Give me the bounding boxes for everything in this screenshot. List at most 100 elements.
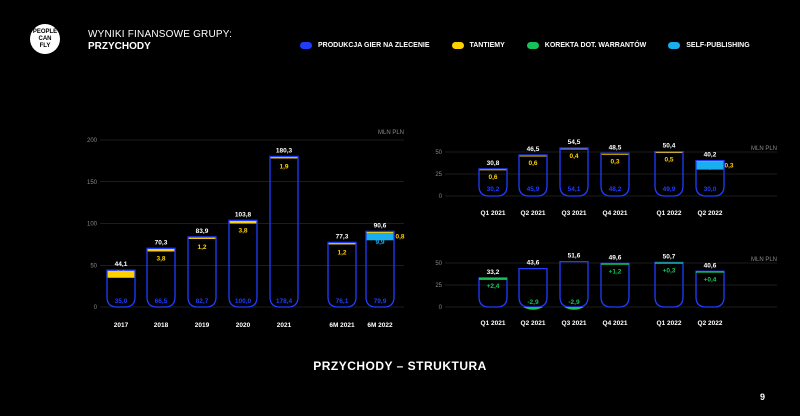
total-label: 103,8: [235, 211, 252, 218]
legend-item-production: PRODUKCJA GIER NA ZLECENIE: [300, 42, 430, 49]
bar-segment-royalties: [560, 148, 588, 150]
bar-revenue: [654, 261, 684, 308]
warrant-correction-label: +0,3: [663, 267, 676, 274]
total-label: 40,6: [704, 262, 717, 269]
bar-segment-royalties: [188, 236, 216, 239]
royalties-label: 0,8: [395, 233, 404, 240]
royalties-label: 0,5: [664, 157, 673, 164]
bar-segment-royalties: [328, 242, 356, 245]
bar-segment-royalties: [229, 220, 257, 224]
bar-segment-production: [559, 147, 589, 197]
bar-segment-warrant-correction: [696, 271, 724, 273]
total-label: 90,6: [374, 222, 387, 229]
unit-label: MLN PLN: [751, 257, 777, 263]
royalties-label: 3,8: [238, 227, 247, 234]
production-label: 48,2: [609, 186, 622, 193]
bar-segment-self-publishing: [366, 232, 394, 241]
header-subtitle: PRZYCHODY: [88, 41, 151, 52]
bar-segment-production: [695, 159, 725, 197]
x-tick-label: 2018: [154, 322, 169, 329]
y-tick-label: 0: [439, 305, 443, 311]
x-tick-label: Q2 2021: [521, 210, 546, 217]
x-tick-label: Q4 2021: [603, 320, 628, 327]
total-label: 83,9: [196, 228, 209, 235]
warrant-correction-label: -2,9: [568, 299, 580, 306]
production-label: 178,4: [276, 298, 293, 305]
legend-swatch: [526, 42, 539, 49]
royalties-label: 0,3: [610, 158, 619, 165]
royalties-label: 3,8: [156, 255, 165, 262]
y-tick-label: 50: [90, 263, 97, 269]
bar-segment-production: [518, 154, 548, 197]
total-label: 70,3: [155, 239, 168, 246]
legend-swatch: [668, 42, 681, 49]
bar-segment-warrant-correction: [564, 307, 584, 310]
bar-segment-royalties: [147, 248, 175, 252]
bar-segment-production: [600, 152, 630, 197]
y-tick-label: 50: [435, 150, 442, 156]
production-label: 66,5: [155, 298, 168, 305]
bar-segment-royalties: [366, 231, 394, 233]
bar-segment-production: [365, 230, 395, 308]
legend-swatch: [451, 42, 464, 49]
x-tick-label: 2020: [236, 322, 251, 329]
royalties-label: 0,6: [488, 174, 497, 181]
legend-label: PRODUKCJA GIER NA ZLECENIE: [318, 42, 430, 49]
warrant-correction-label: +0,4: [704, 276, 717, 283]
total-label: 33,2: [487, 269, 500, 276]
bar-segment-production: [654, 150, 684, 197]
bar-segment-production: [269, 155, 299, 308]
total-label: 50,4: [663, 143, 676, 150]
y-tick-label: 25: [435, 283, 442, 289]
company-logo: PEOPLE CAN FLY: [30, 24, 60, 54]
section-subtitle: PRZYCHODY – STRUKTURA: [313, 359, 487, 373]
production-label: 49,9: [663, 186, 676, 193]
bar-revenue: [600, 262, 630, 308]
unit-label: MLN PLN: [751, 146, 777, 152]
x-tick-label: Q2 2021: [521, 320, 546, 327]
x-tick-label: 6M 2022: [367, 322, 393, 329]
y-tick-label: 50: [435, 261, 442, 267]
total-label: 43,6: [527, 260, 540, 267]
production-label: 79,9: [374, 298, 387, 305]
self-publishing-label: 9,9: [375, 239, 384, 246]
x-tick-label: 2019: [195, 322, 210, 329]
page-number: 9: [760, 392, 766, 402]
bar-segment-royalties: [107, 270, 135, 278]
legend-label: SELF-PUBLISHING: [686, 42, 750, 49]
total-label: 48,5: [609, 144, 622, 151]
production-label: 82,7: [196, 298, 209, 305]
x-tick-label: Q4 2021: [603, 210, 628, 217]
legend-item-self-publishing: SELF-PUBLISHING: [668, 42, 750, 49]
y-tick-label: 200: [87, 138, 98, 144]
x-tick-label: Q1 2022: [657, 210, 682, 217]
bar-segment-production: [478, 168, 508, 197]
y-tick-label: 0: [94, 305, 98, 311]
royalties-label: 1,9: [279, 163, 288, 170]
warrant-correction-label: -2,9: [527, 299, 539, 306]
legend-swatch: [300, 42, 312, 49]
production-label: 100,0: [235, 298, 252, 305]
bar-segment-royalties: [601, 153, 629, 155]
total-label: 44,1: [115, 261, 128, 268]
x-tick-label: Q3 2021: [562, 320, 587, 327]
legend-item-royalties: TANTIEMY: [451, 42, 505, 49]
production-label: 54,1: [568, 186, 581, 193]
legend-label: KOREKTA DOT. WARRANTÓW: [544, 42, 647, 49]
total-label: 50,7: [663, 253, 676, 260]
bar-segment-self-publishing: [696, 160, 724, 170]
bar-segment-royalties: [270, 156, 298, 159]
x-tick-label: Q2 2022: [698, 320, 723, 327]
bar-segment-warrant-correction: [655, 262, 683, 264]
y-tick-label: 25: [435, 172, 442, 178]
production-label: 30,2: [487, 186, 500, 193]
total-label: 180,3: [276, 147, 293, 154]
bar-segment-production: [106, 269, 136, 308]
x-tick-label: 6M 2021: [329, 322, 355, 329]
legend-item-warrant-correction: KOREKTA DOT. WARRANTÓW: [526, 42, 647, 49]
total-label: 49,6: [609, 254, 622, 261]
bar-segment-production: [146, 247, 176, 308]
header-title: WYNIKI FINANSOWE GRUPY:: [88, 29, 233, 40]
bar-segment-production: [327, 241, 357, 308]
